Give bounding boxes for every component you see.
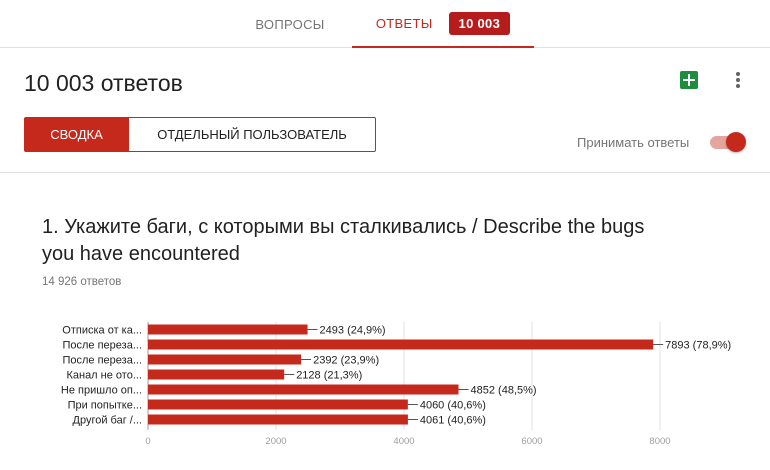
category-label: Отписка от ка... <box>62 325 142 337</box>
section-divider <box>0 172 770 173</box>
x-tick-label: 4000 <box>393 436 414 447</box>
category-label: После переза... <box>62 355 142 367</box>
accept-responses-toggle[interactable] <box>708 132 748 152</box>
individual-user-button[interactable]: ОТДЕЛЬНЫЙ ПОЛЬЗОВАТЕЛЬ <box>129 117 376 152</box>
data-label: 2128 (21,3%) <box>296 370 362 382</box>
bar <box>148 414 408 425</box>
tab-bar: ВОПРОСЫ ОТВЕТЫ 10 003 <box>0 0 770 48</box>
toggle-thumb <box>726 132 746 152</box>
x-tick-label: 8000 <box>649 436 670 447</box>
bar <box>148 369 285 380</box>
x-tick-label: 0 <box>145 436 150 447</box>
google-sheets-icon[interactable] <box>680 71 698 89</box>
data-label: 4060 (40,6%) <box>420 400 486 412</box>
bar <box>148 339 654 350</box>
x-tick-label: 2000 <box>265 436 286 447</box>
bar <box>148 384 459 395</box>
category-label: Другой баг /... <box>73 415 143 427</box>
category-label: После переза... <box>62 340 142 352</box>
question-title: 1. Укажите баги, с которыми вы сталкивал… <box>42 216 645 265</box>
tab-answers[interactable]: ОТВЕТЫ 10 003 <box>352 0 534 48</box>
responses-title: 10 003 ответов <box>24 70 183 96</box>
data-label: 7893 (78,9%) <box>665 340 731 352</box>
question-response-count: 14 926 ответов <box>42 276 122 288</box>
answers-count-badge: 10 003 <box>448 11 511 35</box>
bar <box>148 354 302 365</box>
bar-chart: 0 2000 4000 6000 8000 Отписка от ка... 2493 (2… <box>61 322 731 447</box>
x-tick-label: 6000 <box>521 436 542 447</box>
data-label: 4852 (48,5%) <box>471 385 537 397</box>
category-label: Канал не ото... <box>66 370 142 382</box>
data-label: 4061 (40,6%) <box>420 415 486 427</box>
summary-button[interactable]: СВОДКА <box>24 117 129 152</box>
tab-answers-label: ОТВЕТЫ <box>375 15 433 31</box>
data-label: 2392 (23,9%) <box>313 355 379 367</box>
category-label: При попытке... <box>68 400 142 412</box>
more-vert-icon[interactable] <box>728 70 748 90</box>
accept-responses-label: Принимать ответы <box>577 135 690 150</box>
view-switch: СВОДКА ОТДЕЛЬНЫЙ ПОЛЬЗОВАТЕЛЬ <box>24 117 376 152</box>
tab-questions[interactable]: ВОПРОСЫ <box>255 16 325 32</box>
bar <box>148 399 408 410</box>
data-label: 2493 (24,9%) <box>320 325 386 337</box>
bar <box>148 324 308 335</box>
category-label: Не пришло оп... <box>61 385 142 397</box>
